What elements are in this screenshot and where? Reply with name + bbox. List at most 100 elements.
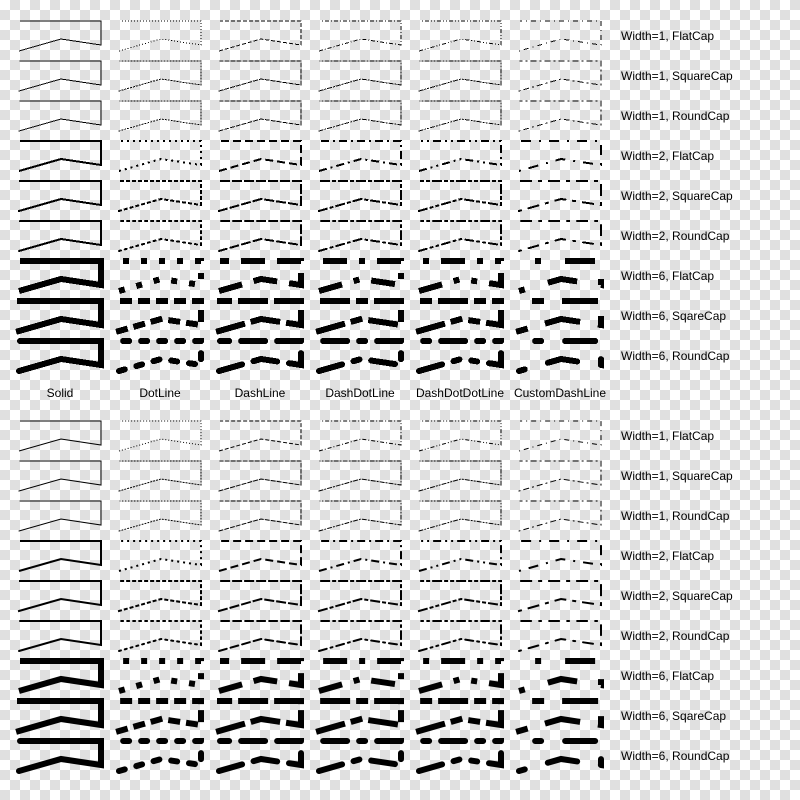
pen-sample-dotline-row7 <box>115 698 204 735</box>
pen-sample-customdashline-row7 <box>515 698 604 735</box>
pen-sample-dashline-row3 <box>218 540 302 572</box>
row-label: Width=2, FlatCap <box>621 149 715 163</box>
pen-sample-dashdotdotline-row0 <box>418 420 502 452</box>
pen-sample-solid-row6 <box>18 258 104 294</box>
pen-sample-solid-row7 <box>15 298 104 335</box>
pen-sample-dashdotdotline-row5 <box>418 220 502 252</box>
row-label: Width=6, FlatCap <box>621 669 715 683</box>
pen-sample-dotline-row6 <box>118 658 204 694</box>
pen-sample-dashline-row2 <box>218 500 302 532</box>
pen-sample-dashdotline-row8 <box>316 738 404 774</box>
row-label: Width=2, SquareCap <box>621 589 733 603</box>
row-label: Width=6, FlatCap <box>621 269 715 283</box>
pen-sample-dashline-row5 <box>218 220 302 252</box>
pen-sample-solid-row4 <box>17 180 102 213</box>
pen-sample-dotline-row3 <box>118 540 202 572</box>
row-label: Width=1, SquareCap <box>621 469 733 483</box>
column-label: Solid <box>46 386 74 400</box>
pen-sample-dotline-row4 <box>117 580 202 613</box>
pen-sample-dotline-row4 <box>117 180 202 213</box>
pen-sample-dashline-row0 <box>218 20 302 52</box>
pen-sample-dashdotdotline-row4 <box>417 180 502 213</box>
pen-sample-solid-row0 <box>18 20 102 52</box>
pen-sample-dashdotline-row0 <box>318 420 402 452</box>
pen-sample-dashdotdotline-row0 <box>418 20 502 52</box>
pen-sample-dashline-row1 <box>218 60 302 92</box>
pen-sample-dashdotline-row2 <box>318 500 402 532</box>
pen-sample-customdashline-row7 <box>515 298 604 335</box>
pen-sample-solid-row2 <box>18 500 102 532</box>
row-label: Width=2, SquareCap <box>621 189 733 203</box>
pen-sample-customdashline-row0 <box>518 420 602 452</box>
pen-sample-dotline-row8 <box>116 738 204 774</box>
column-label: DashLine <box>234 386 286 400</box>
pen-sample-customdashline-row1 <box>518 60 602 92</box>
pen-sample-dashdotline-row5 <box>318 220 402 252</box>
pen-grid-antialiased-svg <box>15 420 604 774</box>
pen-sample-solid-row2 <box>18 100 102 132</box>
row-label: Width=6, RoundCap <box>621 349 730 363</box>
pen-sample-dotline-row8 <box>116 338 204 374</box>
pen-sample-dashline-row2 <box>218 100 302 132</box>
pen-sample-dotline-row2 <box>118 500 202 532</box>
pen-sample-dashline-row6 <box>218 258 304 294</box>
pen-sample-dashdotdotline-row4 <box>417 580 502 613</box>
pen-sample-dotline-row5 <box>118 620 202 652</box>
pen-sample-dashdotline-row1 <box>318 60 402 92</box>
pen-sample-dashdotline-row6 <box>318 258 404 294</box>
pen-sample-dotline-row7 <box>115 298 204 335</box>
row-label: Width=1, RoundCap <box>621 109 730 123</box>
pen-sample-customdashline-row4 <box>517 580 602 613</box>
row-label: Width=2, RoundCap <box>621 629 730 643</box>
pen-sample-dotline-row2 <box>118 100 202 132</box>
pen-grid-aliased-svg <box>15 20 604 374</box>
pen-sample-dashdotdotline-row6 <box>418 258 504 294</box>
column-label: DashDotLine <box>325 386 395 400</box>
pen-sample-dashdotdotline-row3 <box>418 140 502 172</box>
pen-sample-solid-row1 <box>18 460 102 492</box>
pen-sample-dashline-row1 <box>218 460 302 492</box>
pen-sample-dashline-row4 <box>217 180 302 213</box>
pen-sample-customdashline-row3 <box>518 540 602 572</box>
pen-sample-dashline-row8 <box>216 338 304 374</box>
pen-sample-dashdotline-row0 <box>318 20 402 52</box>
pen-sample-dashline-row6 <box>218 658 304 694</box>
pen-sample-customdashline-row5 <box>518 620 602 652</box>
pen-sample-dashline-row7 <box>215 698 304 735</box>
pen-sample-solid-row8 <box>16 338 104 374</box>
pen-sample-dashdotline-row6 <box>318 658 404 694</box>
pen-sample-dashdotdotline-row1 <box>418 60 502 92</box>
pen-sample-dashline-row0 <box>218 420 302 452</box>
pen-sample-dashdotline-row2 <box>318 100 402 132</box>
row-label: Width=2, FlatCap <box>621 549 715 563</box>
pen-sample-dashdotline-row5 <box>318 620 402 652</box>
pen-sample-dashdotdotline-row8 <box>416 338 504 374</box>
row-label: Width=1, FlatCap <box>621 429 715 443</box>
pen-sample-solid-row7 <box>15 698 104 735</box>
pen-sample-dotline-row1 <box>118 60 202 92</box>
pen-sample-dashdotline-row7 <box>315 698 404 735</box>
pen-grid-antialiased: Width=1, FlatCap Width=1, SquareCap Width=… <box>0 400 800 800</box>
pen-sample-customdashline-row0 <box>518 20 602 52</box>
pen-sample-dashdotline-row8 <box>316 338 404 374</box>
pen-grid-aliased: Width=1, FlatCap Width=1, SquareCap Width=… <box>15 20 733 400</box>
pen-sample-dotline-row1 <box>118 460 202 492</box>
pen-sample-solid-row4 <box>17 580 102 613</box>
pen-sample-solid-row3 <box>18 140 102 172</box>
pen-sample-dotline-row0 <box>118 420 202 452</box>
pen-sample-solid-row3 <box>18 540 102 572</box>
pen-sample-dashline-row8 <box>216 738 304 774</box>
pen-sample-dashdotline-row7 <box>315 298 404 335</box>
pen-sample-dashdotdotline-row8 <box>416 738 504 774</box>
pen-sample-dashdotline-row3 <box>318 540 402 572</box>
pen-sample-customdashline-row8 <box>516 738 604 774</box>
column-label: CustomDashLine <box>513 386 607 400</box>
row-label: Width=6, SqareCap <box>621 309 727 323</box>
pen-sample-dotline-row0 <box>118 20 202 52</box>
row-label: Width=6, SqareCap <box>621 709 727 723</box>
row-label: Width=1, SquareCap <box>621 69 733 83</box>
pen-sample-dashdotline-row4 <box>317 180 402 213</box>
pen-sample-dashdotline-row3 <box>318 140 402 172</box>
pen-sample-dashdotline-row1 <box>318 460 402 492</box>
